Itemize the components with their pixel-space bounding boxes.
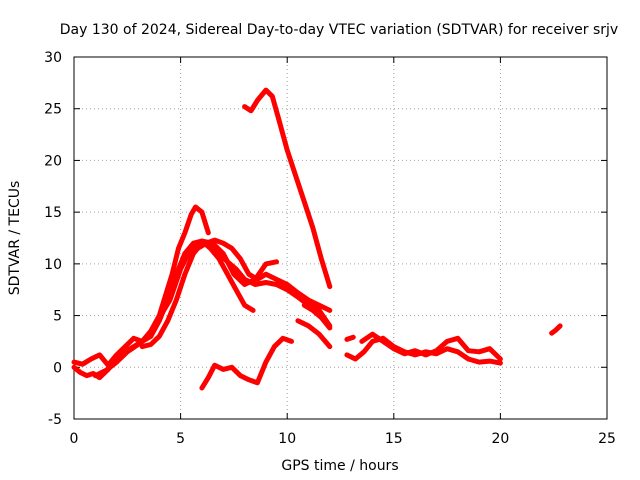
x-tick-label: 20 — [491, 431, 509, 447]
y-tick-label: 15 — [44, 205, 62, 221]
axis-ticks: 0 5 10 15 20 25 -5 0 5 10 15 20 25 30 — [44, 50, 616, 447]
series-arc-12 — [359, 331, 503, 362]
series-arc-1 — [71, 204, 211, 381]
y-tick-label: 20 — [44, 153, 62, 169]
series-arc-6 — [242, 87, 333, 290]
data-series — [71, 87, 563, 391]
series-arc-5 — [195, 237, 333, 313]
y-tick-label: 30 — [44, 50, 62, 66]
chart-title: Day 130 of 2024, Sidereal Day-to-day VTE… — [60, 22, 618, 38]
series-arc-13 — [549, 323, 563, 336]
y-tick-label: -5 — [48, 412, 62, 428]
x-tick-label: 15 — [385, 431, 403, 447]
x-tick-label: 25 — [598, 431, 616, 447]
plot-frame — [73, 56, 608, 420]
x-axis-label: GPS time / hours — [281, 458, 398, 474]
grid — [74, 57, 607, 419]
x-tick-label: 5 — [176, 431, 185, 447]
y-tick-label: 5 — [53, 309, 62, 325]
x-tick-label: 10 — [278, 431, 296, 447]
series-arc-3 — [92, 238, 279, 379]
series-arc-9 — [301, 302, 333, 331]
series-arc-8 — [295, 318, 333, 350]
x-tick-label: 0 — [70, 431, 79, 447]
series-arc-4 — [139, 240, 333, 350]
series-arc-10 — [344, 334, 356, 342]
y-axis-label: SDTVAR / TECUs — [7, 181, 23, 296]
y-tick-label: 25 — [44, 102, 62, 118]
y-tick-label: 0 — [53, 360, 62, 376]
y-tick-label: 10 — [44, 257, 62, 273]
series-arc-7 — [199, 335, 294, 391]
